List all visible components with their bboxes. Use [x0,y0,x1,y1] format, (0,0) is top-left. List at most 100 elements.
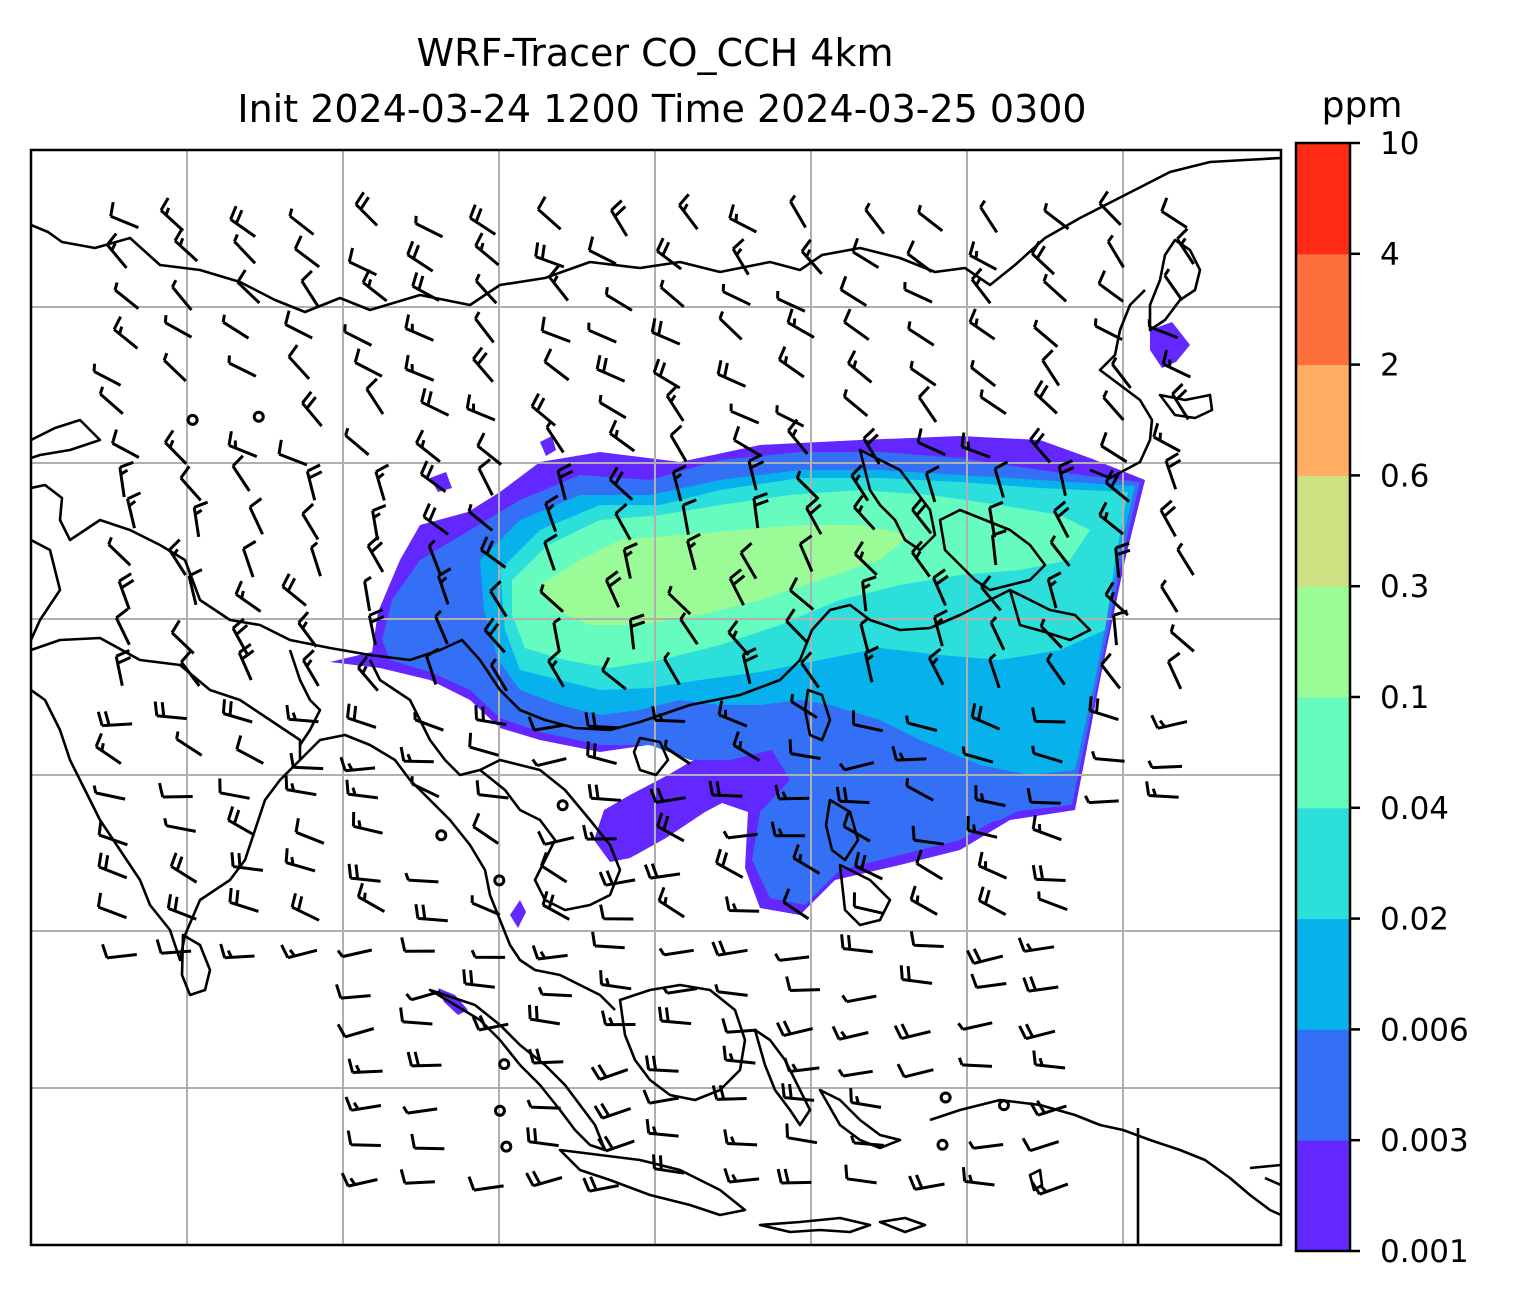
wind-barb [1039,618,1063,649]
wind-barb [1046,571,1062,609]
wind-barb [933,609,948,647]
wind-barb [399,1007,433,1026]
wind-barb [166,894,197,921]
wind-barb [899,965,933,985]
wind-barb [405,990,441,1002]
wind-barb [545,420,565,454]
wind-barb [107,536,132,567]
colorbar-tick-label: 10 [1380,126,1419,162]
wind-barb [280,944,318,960]
calm-circle [493,1104,506,1117]
colorbar-tick-label: 0.04 [1380,791,1449,827]
wind-barb [599,970,632,991]
plume-kamchatka [1150,322,1190,368]
wind-barb [335,983,371,1000]
wind-barb [837,1068,873,1078]
wind-barb [1057,459,1075,497]
wind-barb [776,291,806,313]
wind-barb [795,470,820,501]
wind-barb [924,465,940,503]
wind-barb [1046,652,1066,686]
wind-barb [844,1164,877,1185]
wind-barb [651,705,686,723]
wind-barb [420,387,450,417]
wind-barb [552,617,562,653]
wind-barb [309,541,322,577]
wind-barb [1159,499,1177,538]
wind-barb [1029,1099,1067,1117]
wind-barb [1166,651,1183,690]
wind-barb [1161,349,1191,379]
wind-barb [109,201,139,229]
wind-barb [290,892,320,922]
wind-barb [1097,269,1124,303]
wind-barb [162,352,187,383]
wind-barb [582,824,617,841]
wind-barb [1152,422,1181,453]
wind-barb [436,567,452,605]
title-line-1: WRF-Tracer CO_CCH 4km [417,31,894,75]
wind-barb [543,348,570,382]
wind-barb [774,953,810,962]
wind-barb [479,536,507,569]
wind-barb [427,539,442,575]
wind-barb [231,617,249,656]
wind-barb [227,431,258,458]
wind-barb [363,575,372,612]
wind-barb [731,238,750,276]
wind-barb [1090,750,1125,763]
wind-barb [406,1051,442,1068]
wind-barb [727,620,750,656]
wind-barb [344,1096,382,1112]
wind-barb [838,761,875,772]
plume-layer-0.1 [540,525,910,625]
wind-barb [414,215,444,239]
wind-barb [544,494,559,533]
wind-barb [536,196,562,231]
wind-barb [336,1023,375,1039]
wind-barb [911,825,945,846]
wind-barb [661,985,698,995]
wind-barb [728,568,746,606]
wind-barb [287,344,311,380]
wind-barb [114,649,132,687]
wind-barb [477,458,494,496]
wind-barb [970,267,992,305]
wind-barb [301,502,320,541]
wind-barb [960,432,991,459]
wind-barb [1052,500,1070,539]
wind-barb [474,232,500,267]
wind-barb [789,194,807,229]
wind-barb [97,820,128,847]
tracer-plume [330,322,1190,1015]
wind-barb [658,947,694,957]
wind-barb [597,1135,635,1153]
wind-barb [1104,469,1131,503]
wind-barb [584,711,619,730]
colorbar-segment [1296,475,1350,587]
wind-barb [907,321,935,347]
wind-barb [850,1135,884,1147]
wind-barb [1102,389,1125,421]
wind-barb [1030,240,1056,276]
wind-barb [155,939,192,955]
wind-barb [905,715,938,732]
calm-circle [493,874,506,887]
wind-barb [347,247,378,277]
wind-barb [966,948,1004,965]
calm-circle [435,829,448,842]
colorbar-segment [1296,918,1350,1030]
wind-barb [775,1020,814,1038]
wind-barb [595,354,626,383]
wind-barb [168,538,187,576]
wind-barb [404,354,435,382]
wind-barb [980,575,1002,612]
wind-barb [347,863,381,883]
wind-barb [1147,760,1183,770]
wind-barb [366,535,385,573]
wind-barb [236,269,261,305]
wind-barb [774,784,810,801]
wind-barb [850,464,870,502]
wind-barb [489,580,508,618]
wind-barb [842,388,869,418]
